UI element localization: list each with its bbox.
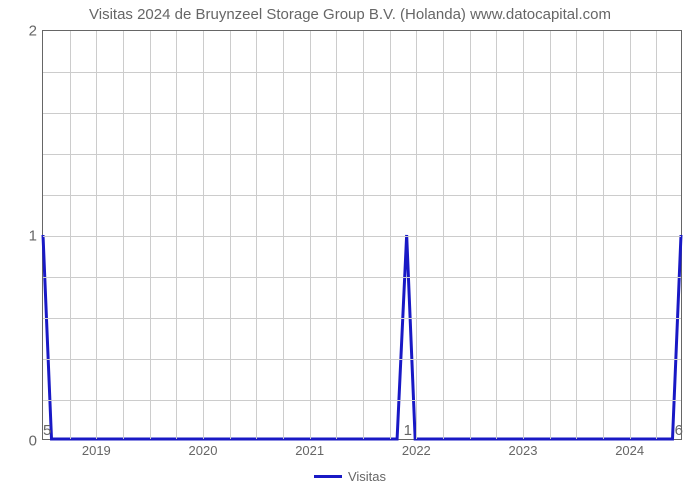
data-count-label: 5 [43,422,51,439]
grid-horizontal [43,400,681,401]
grid-vertical [363,31,364,439]
x-tick-label: 2019 [82,443,111,458]
y-tick-label: 0 [29,433,37,450]
data-line [43,31,681,439]
data-count-label: 6 [675,422,683,439]
chart-title: Visitas 2024 de Bruynzeel Storage Group … [0,6,700,23]
plot-area: 201920202021202220232024012516 [42,30,682,440]
legend-label: Visitas [348,469,386,484]
grid-horizontal [43,236,681,237]
x-tick-label: 2021 [295,443,324,458]
x-tick-label: 2024 [615,443,644,458]
data-count-label: 1 [404,422,412,439]
grid-vertical [390,31,391,439]
grid-vertical [603,31,604,439]
grid-vertical [416,31,417,439]
grid-horizontal [43,318,681,319]
grid-vertical [443,31,444,439]
grid-vertical [550,31,551,439]
grid-vertical [470,31,471,439]
grid-vertical [336,31,337,439]
grid-horizontal [43,277,681,278]
grid-vertical [96,31,97,439]
grid-horizontal [43,195,681,196]
grid-vertical [176,31,177,439]
grid-vertical [656,31,657,439]
grid-vertical [70,31,71,439]
grid-vertical [203,31,204,439]
grid-vertical [576,31,577,439]
grid-vertical [230,31,231,439]
grid-horizontal [43,359,681,360]
legend-swatch [314,475,342,478]
x-tick-label: 2020 [189,443,218,458]
grid-vertical [496,31,497,439]
grid-vertical [523,31,524,439]
grid-horizontal [43,113,681,114]
grid-vertical [630,31,631,439]
visits-polyline [43,235,681,439]
legend: Visitas [0,468,700,484]
grid-vertical [256,31,257,439]
x-tick-label: 2022 [402,443,431,458]
grid-vertical [150,31,151,439]
y-tick-label: 1 [29,228,37,245]
grid-vertical [310,31,311,439]
grid-horizontal [43,154,681,155]
x-tick-label: 2023 [509,443,538,458]
grid-horizontal [43,72,681,73]
grid-vertical [123,31,124,439]
y-tick-label: 2 [29,23,37,40]
grid-vertical [283,31,284,439]
